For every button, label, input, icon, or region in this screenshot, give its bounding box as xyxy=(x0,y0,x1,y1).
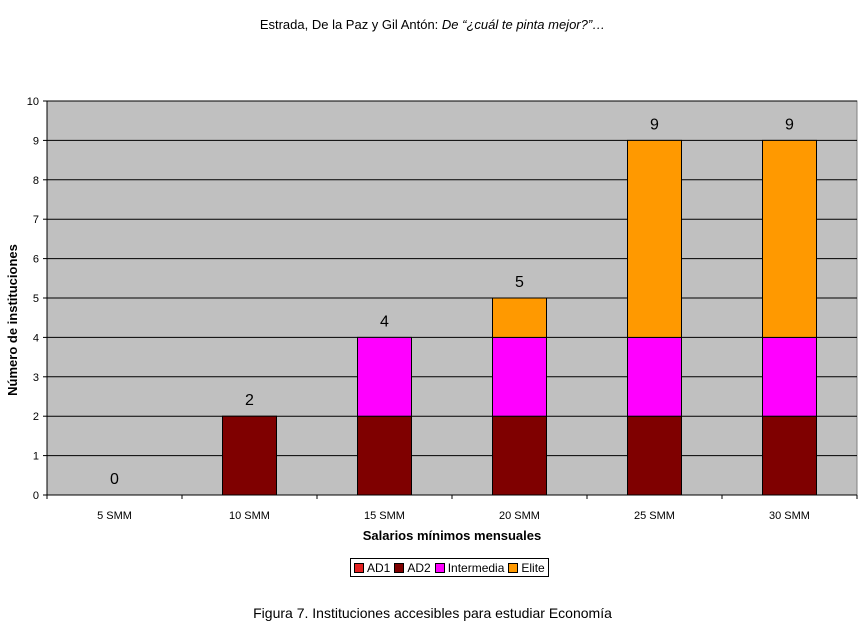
x-tick-label: 30 SMM xyxy=(769,510,810,522)
bar-intermedia-20-smm xyxy=(492,336,547,417)
legend-swatch xyxy=(394,562,405,573)
bar-ad2-30-smm xyxy=(762,415,817,496)
page-header: Estrada, De la Paz y Gil Antón: De “¿cuá… xyxy=(0,17,865,32)
x-tick-label: 15 SMM xyxy=(364,510,405,522)
legend-label: Intermedia xyxy=(447,560,505,575)
x-axis-ticks: 5 SMM 10 SMM 15 SMM 20 SMM 25 SMM 30 SMM xyxy=(46,495,858,522)
bar-ad2-10-smm xyxy=(222,415,277,496)
header-authors: Estrada, De la Paz y Gil Antón: xyxy=(259,17,442,32)
bar-elite-30-smm xyxy=(762,139,817,338)
x-tick-label: 20 SMM xyxy=(499,510,540,522)
bar-intermedia-15-smm xyxy=(357,336,412,417)
y-tick-label: 7 xyxy=(33,214,39,226)
data-labels: 0 2 4 5 9 9 xyxy=(110,116,794,488)
x-tick-label: 10 SMM xyxy=(229,510,270,522)
y-tick-label: 8 xyxy=(33,175,39,187)
y-tick-label: 4 xyxy=(33,332,39,344)
bar-elite-20-smm xyxy=(492,297,547,338)
y-tick-label: 10 xyxy=(27,96,39,108)
x-tick-label: 25 SMM xyxy=(634,510,675,522)
y-tick-label: 5 xyxy=(33,293,39,305)
bar-elite-25-smm xyxy=(627,139,682,338)
bar-ad2-25-smm xyxy=(627,415,682,496)
total-label: 9 xyxy=(785,116,794,133)
legend-label: AD2 xyxy=(407,560,431,575)
chart-legend: AD1 AD2 Intermedia Elite xyxy=(350,558,549,577)
y-tick-label: 0 xyxy=(33,490,39,502)
bar-intermedia-25-smm xyxy=(627,336,682,417)
figure-caption: Figura 7. Instituciones accesibles para … xyxy=(253,605,612,621)
total-label: 5 xyxy=(515,274,524,291)
bar-intermedia-30-smm xyxy=(762,336,817,417)
total-label: 0 xyxy=(110,471,119,488)
bar-ad2-20-smm xyxy=(492,415,547,496)
y-tick-label: 6 xyxy=(33,254,39,266)
y-tick-label: 9 xyxy=(33,135,39,147)
total-label: 4 xyxy=(380,313,389,330)
gridlines xyxy=(47,100,857,457)
x-axis-title: Salarios mínimos mensuales xyxy=(363,528,541,543)
legend-item-ad2: AD2 xyxy=(394,560,431,575)
y-axis-ticks: 0 1 2 3 4 5 6 7 8 9 10 xyxy=(27,96,47,502)
bars xyxy=(222,139,817,496)
legend-item-ad1: AD1 xyxy=(354,561,390,575)
legend-swatch xyxy=(508,562,519,573)
legend-item-elite: Elite xyxy=(508,560,545,575)
legend-swatch xyxy=(354,562,364,573)
x-tick-label: 5 SMM xyxy=(97,510,132,522)
legend-swatch xyxy=(434,562,445,573)
y-tick-label: 1 xyxy=(33,451,39,463)
total-label: 2 xyxy=(245,392,254,409)
header-article-title: De “¿cuál te pinta mejor?”… xyxy=(441,17,606,32)
total-label: 9 xyxy=(650,116,659,133)
legend-label: Elite xyxy=(521,560,545,575)
y-tick-label: 2 xyxy=(33,411,39,423)
legend-item-intermedia: Intermedia xyxy=(434,560,505,575)
y-axis-title: Número de instituciones xyxy=(5,244,20,396)
bar-ad2-15-smm xyxy=(357,415,412,496)
y-tick-label: 3 xyxy=(33,372,39,384)
legend-label: AD1 xyxy=(367,560,391,575)
